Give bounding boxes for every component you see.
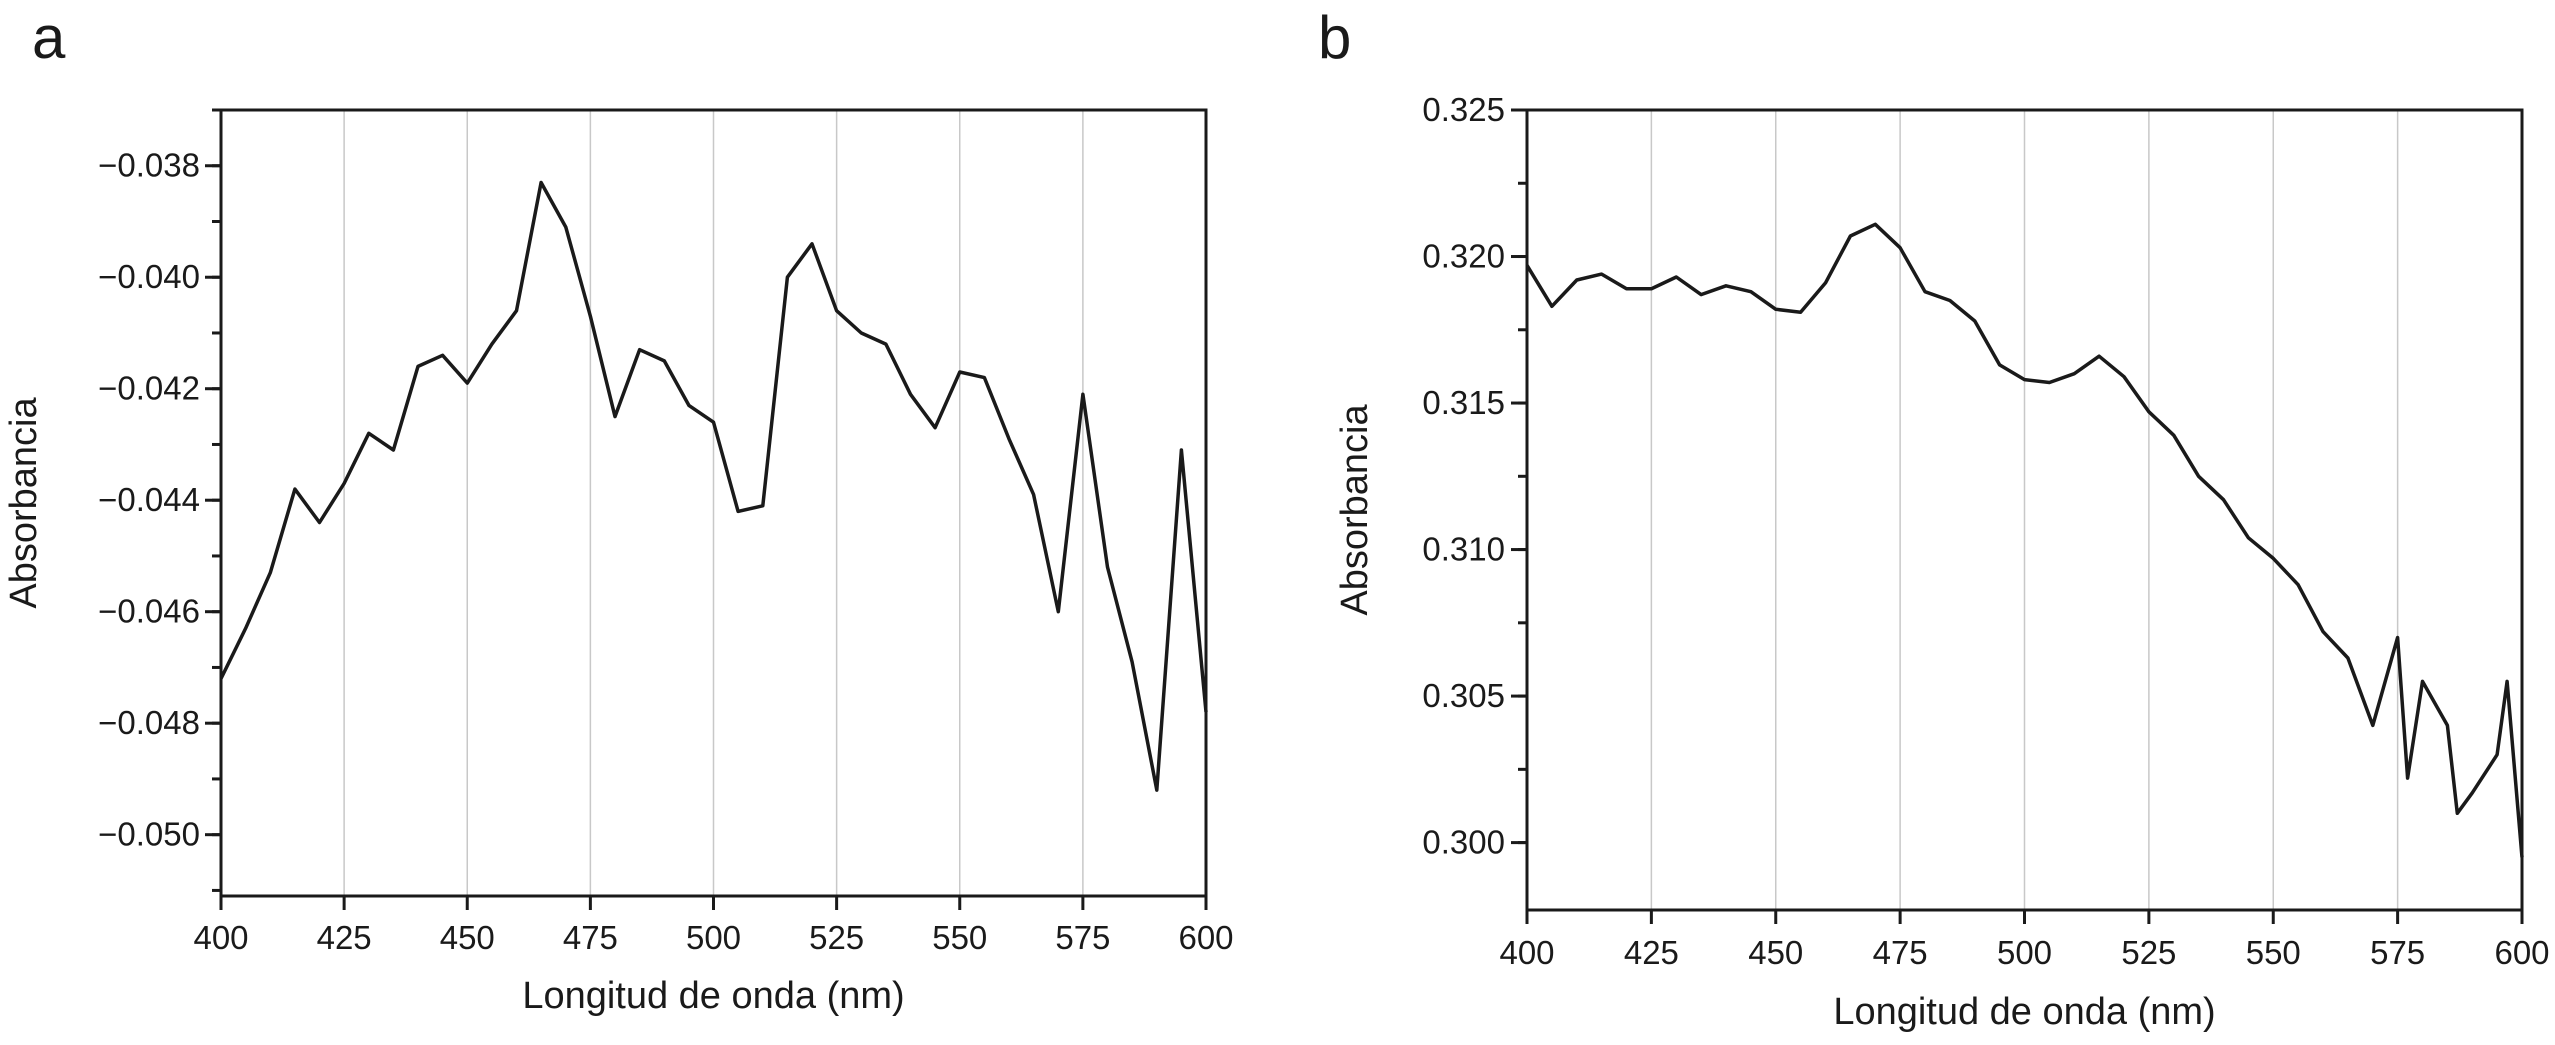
series-line: [1525, 222, 2524, 858]
y-tick-label: 0.300: [1422, 824, 1505, 861]
x-tick-label: 525: [809, 919, 864, 956]
y-axis-title: Absorbancia: [1334, 404, 1376, 616]
panel-b: b 400 425 450 475 500 525 550 575 600 0.300 0.305 0.…: [1318, 4, 2550, 1033]
x-tick-label: 475: [1873, 934, 1928, 971]
x-tick-label: 575: [2370, 934, 2425, 971]
x-tick-label: 400: [193, 919, 248, 956]
panel-letter: a: [32, 4, 66, 71]
x-tick-label: 500: [1997, 934, 2052, 971]
x-tick-label: 475: [563, 919, 618, 956]
x-tick-label: 425: [1624, 934, 1679, 971]
x-tick-label: 400: [1499, 934, 1554, 971]
x-tick-label: 500: [686, 919, 741, 956]
x-axis-title: Longitud de onda (nm): [1833, 991, 2215, 1033]
series-line: [219, 180, 1208, 792]
y-tick-label: −0.048: [98, 704, 200, 741]
y-axis-title: Absorbancia: [3, 397, 45, 609]
panel-letter: b: [1318, 4, 1351, 71]
y-tick-label: −0.038: [98, 147, 200, 184]
y-tick-label: 0.325: [1422, 91, 1505, 128]
y-tick-label: −0.046: [98, 593, 200, 630]
x-tick-label: 550: [932, 919, 987, 956]
y-tick-label: −0.042: [98, 370, 200, 407]
y-tick-label: 0.315: [1422, 384, 1505, 421]
y-tick-label: 0.310: [1422, 531, 1505, 568]
x-tick-label: 450: [1748, 934, 1803, 971]
y-tick-label: 0.305: [1422, 677, 1505, 714]
y-tick-label: −0.044: [98, 481, 200, 518]
x-tick-label: 575: [1055, 919, 1110, 956]
y-tick-label: 0.320: [1422, 238, 1505, 275]
x-tick-label: 450: [440, 919, 495, 956]
x-axis-title: Longitud de onda (nm): [522, 975, 904, 1017]
x-tick-label: 425: [317, 919, 372, 956]
panel-a: a 400 425 450 475 500 525 550 575 600 −0.038 −0.040…: [3, 4, 1234, 1017]
y-tick-label: −0.050: [98, 816, 200, 853]
x-tick-label: 600: [1178, 919, 1233, 956]
x-tick-label: 600: [2494, 934, 2549, 971]
y-tick-label: −0.040: [98, 258, 200, 295]
x-tick-label: 525: [2121, 934, 2176, 971]
x-tick-label: 550: [2246, 934, 2301, 971]
